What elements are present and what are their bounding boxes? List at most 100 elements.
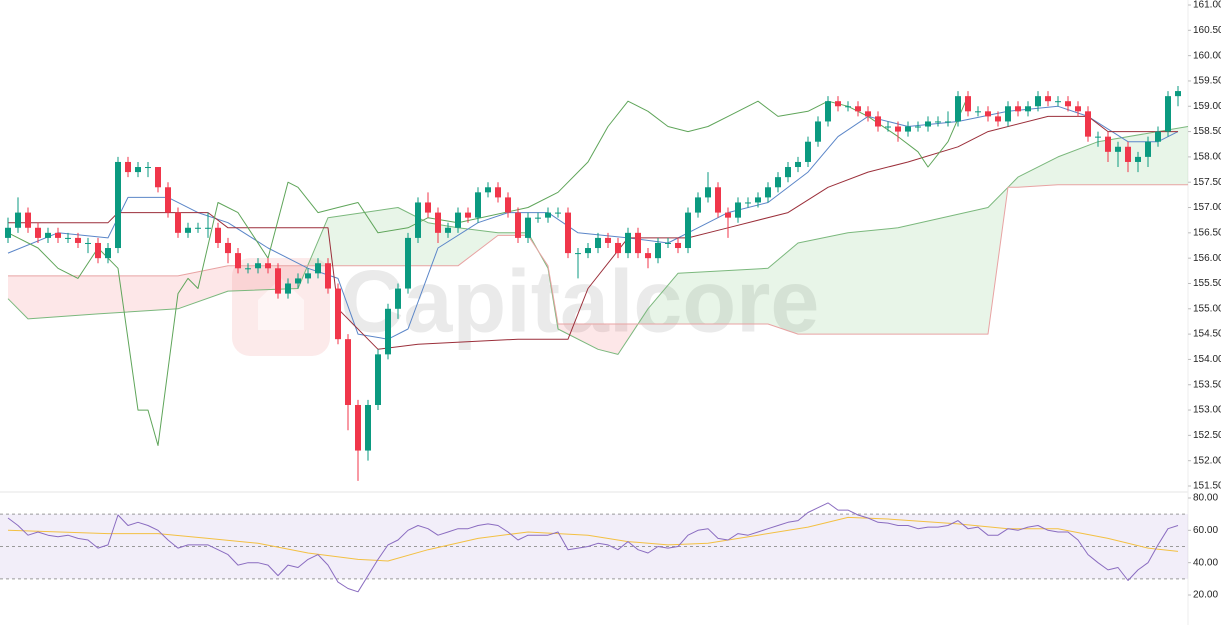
candle-body	[865, 111, 871, 117]
candle-body	[925, 121, 931, 127]
candle-body	[225, 242, 231, 254]
candle-body	[1045, 96, 1051, 102]
y-tick-label: 161.000	[1193, 0, 1221, 11]
candle-body	[565, 212, 571, 254]
candle-body	[1035, 96, 1041, 107]
candle-body	[385, 308, 391, 355]
candle-body	[335, 288, 341, 340]
candle-body	[895, 126, 901, 132]
candle-body	[465, 212, 471, 218]
span-b-line	[8, 184, 1188, 335]
candle-body	[875, 116, 881, 127]
candle-body	[145, 167, 151, 169]
cloud-fill	[8, 275, 28, 319]
candle-body	[605, 237, 611, 243]
candle-body	[505, 197, 511, 213]
candle-body	[715, 187, 721, 213]
y-tick-label: 159.500	[1193, 76, 1221, 87]
y-tick-label: 80.00	[1193, 493, 1218, 504]
candle-body	[45, 232, 51, 238]
y-tick-label: 158.000	[1193, 152, 1221, 163]
y-tick-label: 155.500	[1193, 278, 1221, 289]
candle-body	[55, 232, 61, 238]
candle-body	[305, 273, 311, 279]
candle-body	[65, 237, 71, 239]
candle-body	[1065, 101, 1071, 107]
candle-body	[985, 111, 991, 117]
candle-body	[285, 283, 291, 294]
candle-body	[675, 242, 681, 249]
candle-body	[105, 248, 111, 259]
y-tick-label: 20.00	[1193, 590, 1218, 601]
cloud-fill	[98, 275, 178, 314]
y-tick-label: 60.00	[1193, 525, 1218, 536]
cloud-fill	[1058, 141, 1098, 185]
cloud-fill	[678, 268, 768, 324]
candle-body	[835, 101, 841, 107]
cloud-fill	[178, 265, 228, 309]
cloud-fill	[768, 243, 798, 335]
cloud-fill	[898, 207, 988, 335]
candle-body	[175, 212, 181, 233]
candle-body	[635, 232, 641, 254]
y-tick-label: 151.500	[1193, 481, 1221, 492]
candle-body	[445, 227, 451, 233]
candle-body	[85, 242, 91, 244]
candle-body	[1115, 146, 1121, 152]
candle-body	[1095, 136, 1101, 138]
candle-body	[1175, 91, 1181, 97]
candle-body	[885, 126, 891, 128]
candle-body	[995, 116, 1001, 122]
cloud-fill	[328, 207, 398, 266]
candle-body	[1075, 106, 1081, 112]
candle-body	[265, 263, 271, 269]
candle-body	[1005, 106, 1011, 122]
candle-body	[5, 227, 11, 238]
candle-body	[625, 232, 631, 254]
indicator-line	[7, 95, 969, 446]
candle-body	[295, 278, 301, 284]
candle-body	[15, 212, 21, 228]
y-tick-label: 160.500	[1193, 25, 1221, 36]
candle-body	[725, 212, 731, 218]
cloud-fill	[598, 324, 618, 355]
cloud-fill	[1098, 126, 1188, 185]
candle-body	[845, 106, 851, 108]
y-tick-label: 156.500	[1193, 227, 1221, 238]
candle-body	[525, 217, 531, 238]
candle-body	[25, 212, 31, 228]
candle-body	[185, 227, 191, 233]
candle-body	[515, 212, 521, 238]
cloud-fill	[458, 227, 498, 266]
candle-body	[575, 253, 581, 255]
y-tick-label: 157.000	[1193, 202, 1221, 213]
candle-body	[405, 237, 411, 289]
candle-body	[545, 212, 551, 218]
candle-body	[615, 242, 621, 254]
candle-body	[935, 121, 941, 123]
candle-body	[415, 202, 421, 238]
candle-body	[115, 161, 121, 249]
candle-body	[205, 227, 211, 229]
logo-mark	[258, 278, 304, 330]
watermark-logo	[232, 258, 330, 356]
candle-body	[665, 242, 671, 244]
candle-body	[325, 263, 331, 289]
candle-body	[165, 187, 171, 213]
candle-body	[815, 121, 821, 142]
candle-body	[1135, 156, 1141, 162]
candle-body	[695, 197, 701, 213]
candle-body	[135, 167, 141, 173]
candle-body	[1155, 131, 1161, 142]
candle-body	[755, 197, 761, 203]
candle-body	[455, 212, 461, 228]
candle-body	[905, 126, 911, 132]
candle-body	[95, 242, 101, 259]
candle-body	[1165, 96, 1171, 132]
candle-body	[825, 101, 831, 122]
candle-body	[805, 141, 811, 162]
candle-body	[915, 126, 921, 128]
candle-body	[425, 202, 431, 213]
candle-body	[435, 212, 441, 233]
